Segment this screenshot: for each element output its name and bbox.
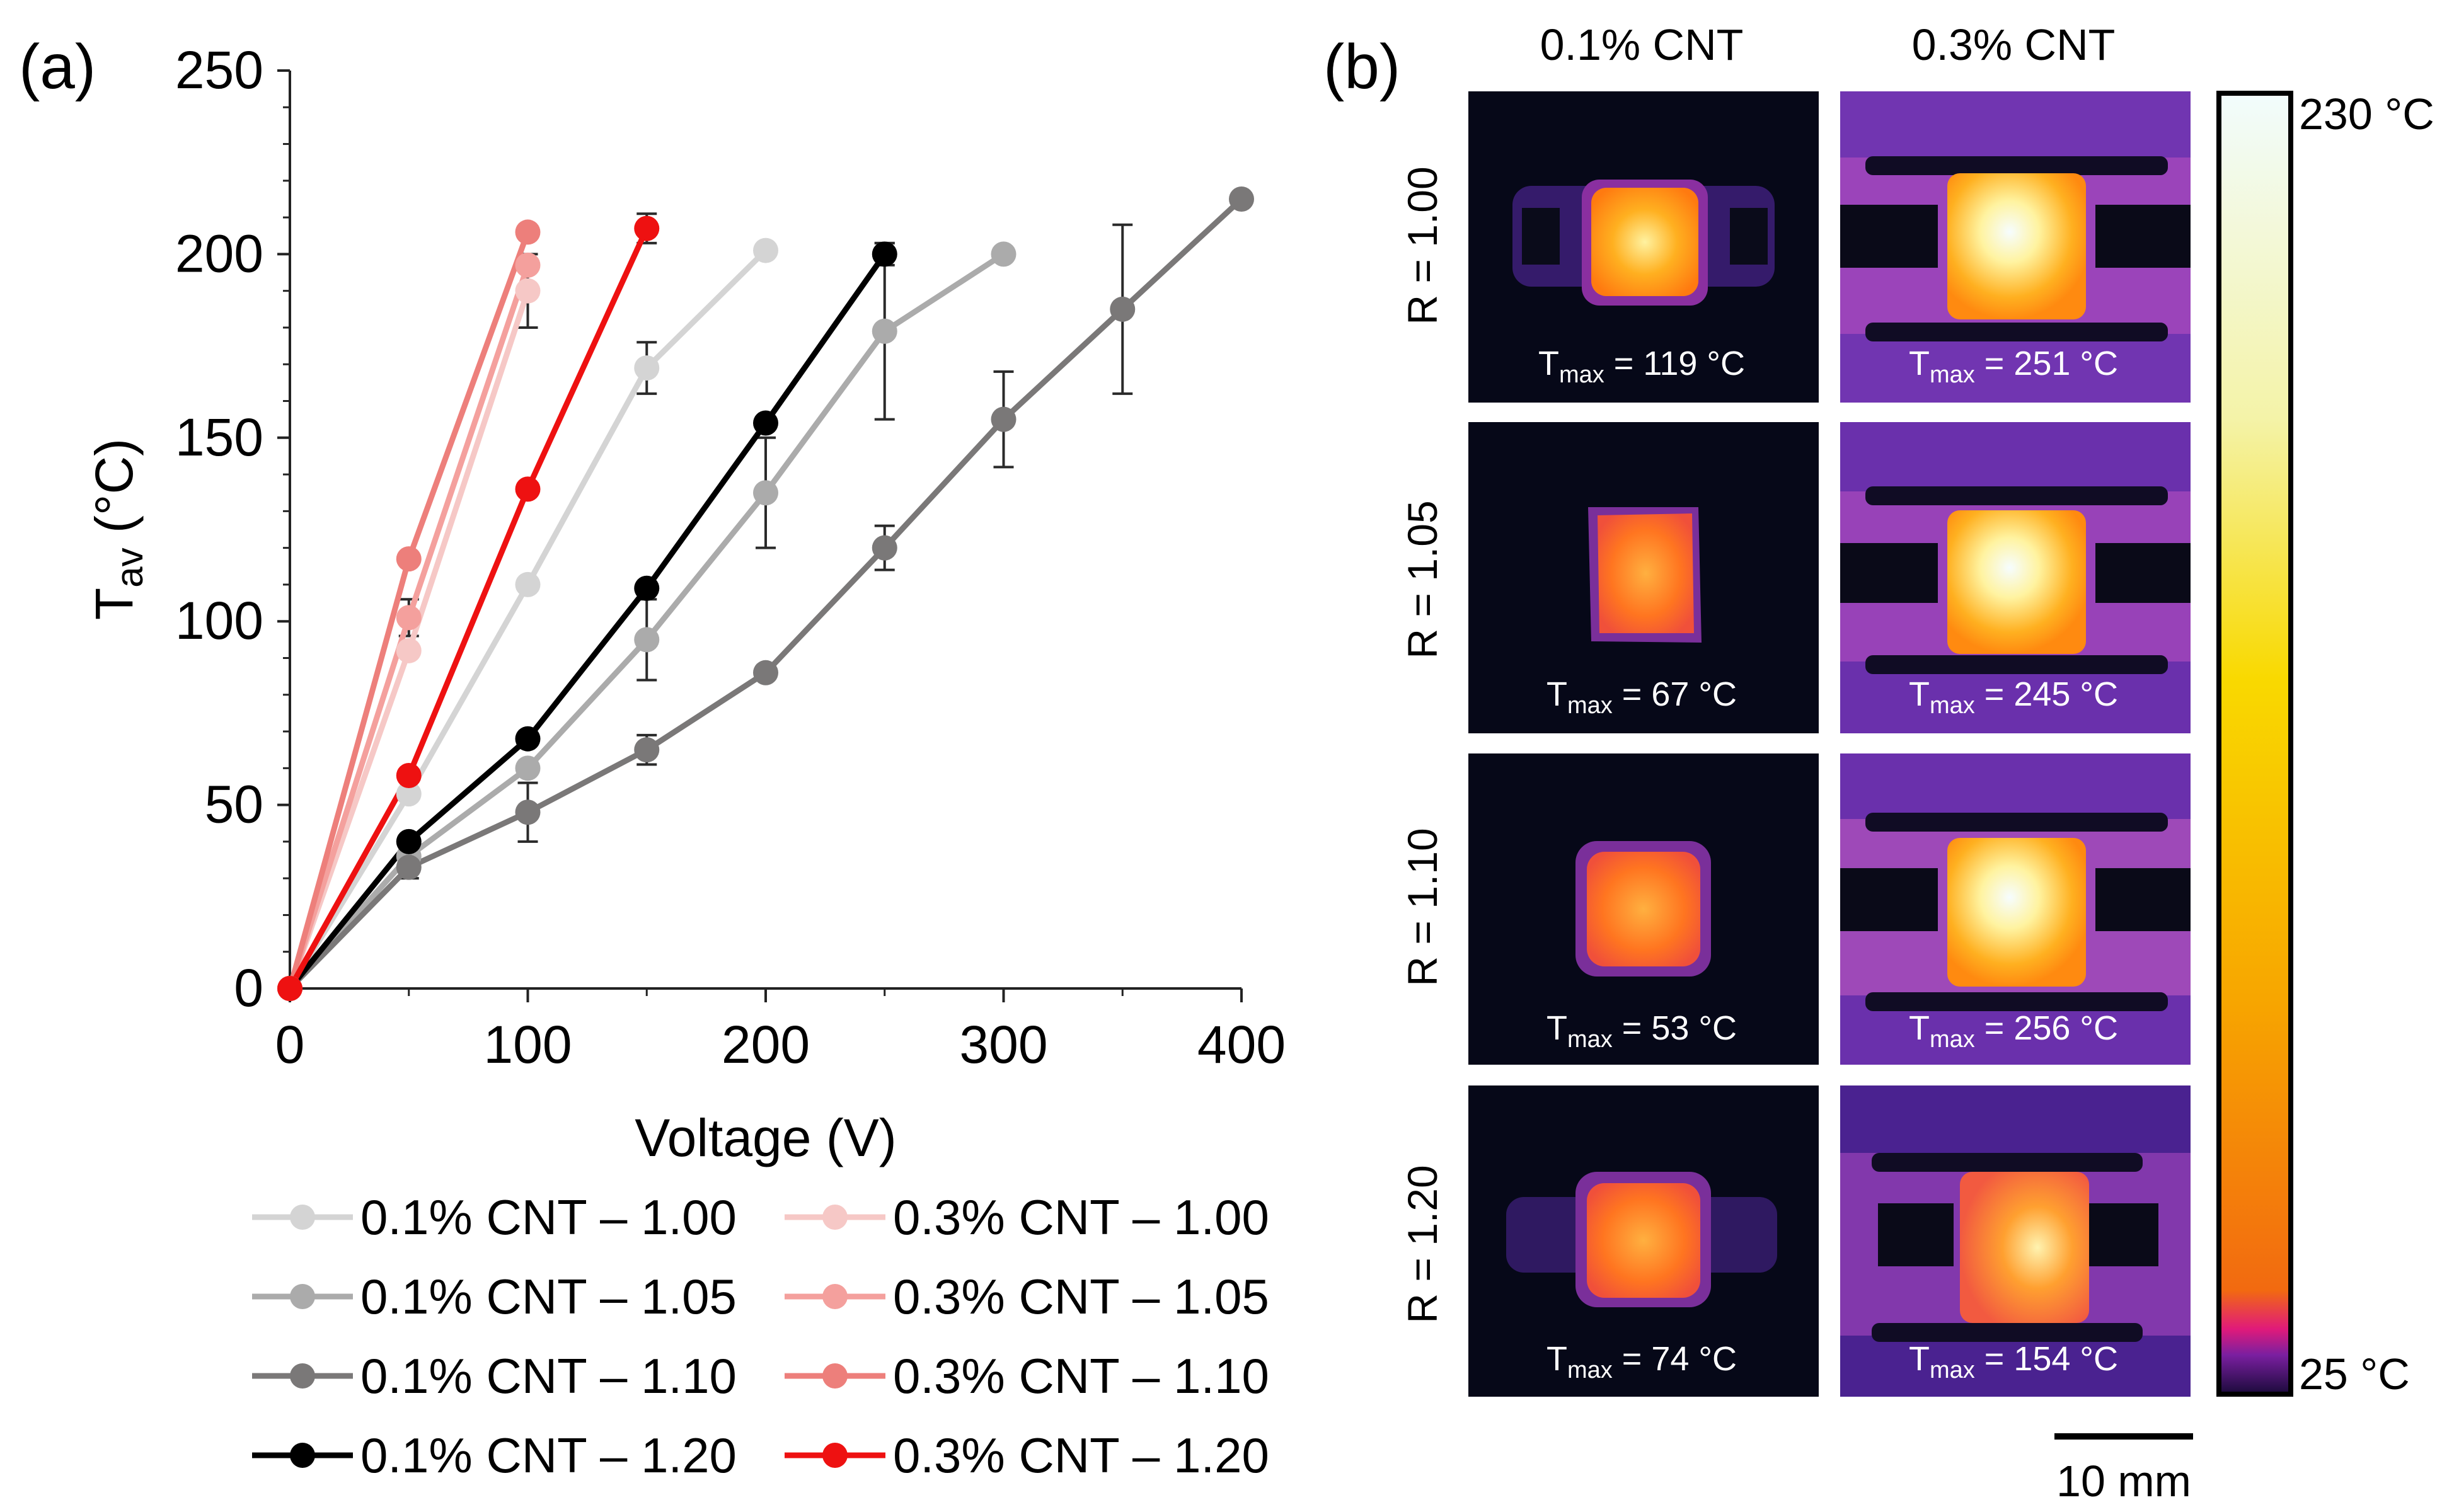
x-tick-label: 100 [483, 1015, 572, 1074]
data-point [1110, 296, 1136, 322]
data-point [634, 575, 660, 601]
data-point [753, 238, 778, 263]
y-tick-label: 150 [175, 408, 263, 467]
y-tick-label: 200 [175, 224, 263, 283]
legend: 0.1% CNT – 1.00 0.1% CNT – 1.05 0.1% CNT –… [252, 1189, 1269, 1483]
thermal-image-0-1-r1-10 [1468, 753, 1819, 1065]
row-label-1-00: R = 1.00 [1399, 166, 1446, 324]
row-label-1-05: R = 1.05 [1399, 500, 1446, 658]
tmax-label-r1-20-0-3: Tmax = 154 °C [1909, 1340, 2118, 1383]
data-point [634, 737, 660, 763]
tmax-label-r1-10-0-3: Tmax = 256 °C [1909, 1009, 2118, 1053]
series-line-0 [287, 248, 768, 990]
data-point [753, 410, 778, 436]
legend-marker [290, 1363, 315, 1389]
thermal-image-0-3-r1-20 [1840, 1085, 2191, 1397]
data-point [515, 278, 541, 304]
x-tick-label: 0 [275, 1015, 305, 1074]
colorbar: 230 °C 25 °C [2216, 89, 2434, 1399]
y-tick-label: 0 [234, 958, 263, 1017]
data-point [515, 799, 541, 825]
legend-label: 0.1% CNT – 1.05 [360, 1269, 737, 1324]
thermal-image-0-1-r1-00 [1468, 91, 1819, 403]
x-axis-title: Voltage (V) [635, 1108, 897, 1167]
y-axis-title: Tav (°C) [84, 438, 151, 620]
legend-marker [822, 1363, 848, 1389]
series-line-3 [287, 252, 887, 990]
data-point [872, 535, 897, 561]
colorbar-min-label: 25 °C [2299, 1349, 2410, 1399]
data-point [872, 318, 897, 344]
series-line-7 [287, 227, 650, 990]
data-point [872, 241, 897, 267]
scale-bar: 10 mm [2054, 1433, 2193, 1506]
legend-marker [822, 1284, 848, 1309]
tmax-label-r1-05-0-1: Tmax = 67 °C [1546, 675, 1737, 719]
data-point [991, 406, 1017, 432]
y-tick-label: 250 [175, 40, 263, 100]
thermal-images: 0.1% CNT 0.3% CNT R = 1.00 R = 1.05 R = … [1399, 20, 2434, 1506]
data-point [634, 215, 660, 241]
tmax-label-r1-00-0-1: Tmax = 119 °C [1538, 345, 1745, 388]
tmax-label-r1-00-0-3: Tmax = 251 °C [1909, 345, 2118, 388]
data-point [396, 605, 422, 631]
thermal-image-0-1-r1-05 [1468, 422, 1819, 733]
legend-label: 0.3% CNT – 1.00 [893, 1189, 1269, 1245]
data-point [396, 854, 422, 880]
data-point [396, 638, 422, 663]
scale-bar-label: 10 mm [2056, 1457, 2191, 1506]
x-tick-label: 200 [722, 1015, 810, 1074]
x-tick-label: 400 [1197, 1015, 1286, 1074]
col-title-0-1: 0.1% CNT [1540, 20, 1744, 69]
data-point [515, 755, 541, 781]
colorbar-max-label: 230 °C [2299, 89, 2434, 139]
panel-b-label: (b) [1323, 32, 1400, 102]
data-point [991, 241, 1017, 267]
data-point [277, 976, 302, 1001]
col-title-0-3: 0.3% CNT [1912, 20, 2116, 69]
legend-marker [290, 1284, 315, 1309]
series-line-2 [287, 197, 1244, 991]
data-point [753, 660, 778, 685]
data-point [515, 571, 541, 597]
panel-a-label: (a) [19, 32, 96, 102]
data-point [634, 355, 660, 381]
legend-label: 0.1% CNT – 1.10 [360, 1348, 737, 1404]
row-label-1-10: R = 1.10 [1399, 828, 1446, 986]
legend-label: 0.3% CNT – 1.20 [893, 1428, 1269, 1483]
legend-marker [290, 1443, 315, 1468]
y-tick-label: 50 [205, 775, 263, 834]
data-point [634, 627, 660, 653]
data-point [515, 726, 541, 752]
data-point [515, 476, 541, 502]
legend-label: 0.3% CNT – 1.10 [893, 1348, 1269, 1404]
x-tick-label: 300 [959, 1015, 1047, 1074]
tmax-label-r1-10-0-1: Tmax = 53 °C [1546, 1009, 1737, 1053]
legend-marker [290, 1205, 315, 1230]
data-point [396, 546, 422, 572]
thermal-image-0-3-r1-10 [1840, 753, 2191, 1065]
thermal-image-0-1-r1-20 [1468, 1085, 1819, 1397]
data-point [753, 480, 778, 506]
row-label-1-20: R = 1.20 [1399, 1165, 1446, 1323]
data-point [396, 828, 422, 854]
y-tick-label: 100 [175, 591, 263, 650]
tmax-label-r1-05-0-3: Tmax = 245 °C [1909, 675, 2118, 719]
data-point [396, 781, 422, 807]
thermal-image-0-3-r1-00 [1840, 91, 2191, 403]
tmax-label-r1-20-0-1: Tmax = 74 °C [1546, 1340, 1737, 1383]
legend-marker [822, 1205, 848, 1230]
data-point [515, 252, 541, 278]
legend-marker [822, 1443, 848, 1468]
data-point [515, 219, 541, 245]
legend-label: 0.3% CNT – 1.05 [893, 1269, 1269, 1324]
thermal-image-0-3-r1-05 [1840, 422, 2191, 733]
line-chart: 0 50 100 150 200 250 0 100 200 300 400 Voltage (V)… [84, 40, 1286, 1167]
legend-label: 0.1% CNT – 1.00 [360, 1189, 737, 1245]
legend-label: 0.1% CNT – 1.20 [360, 1428, 737, 1483]
data-point [1229, 186, 1254, 212]
data-point [396, 762, 422, 788]
